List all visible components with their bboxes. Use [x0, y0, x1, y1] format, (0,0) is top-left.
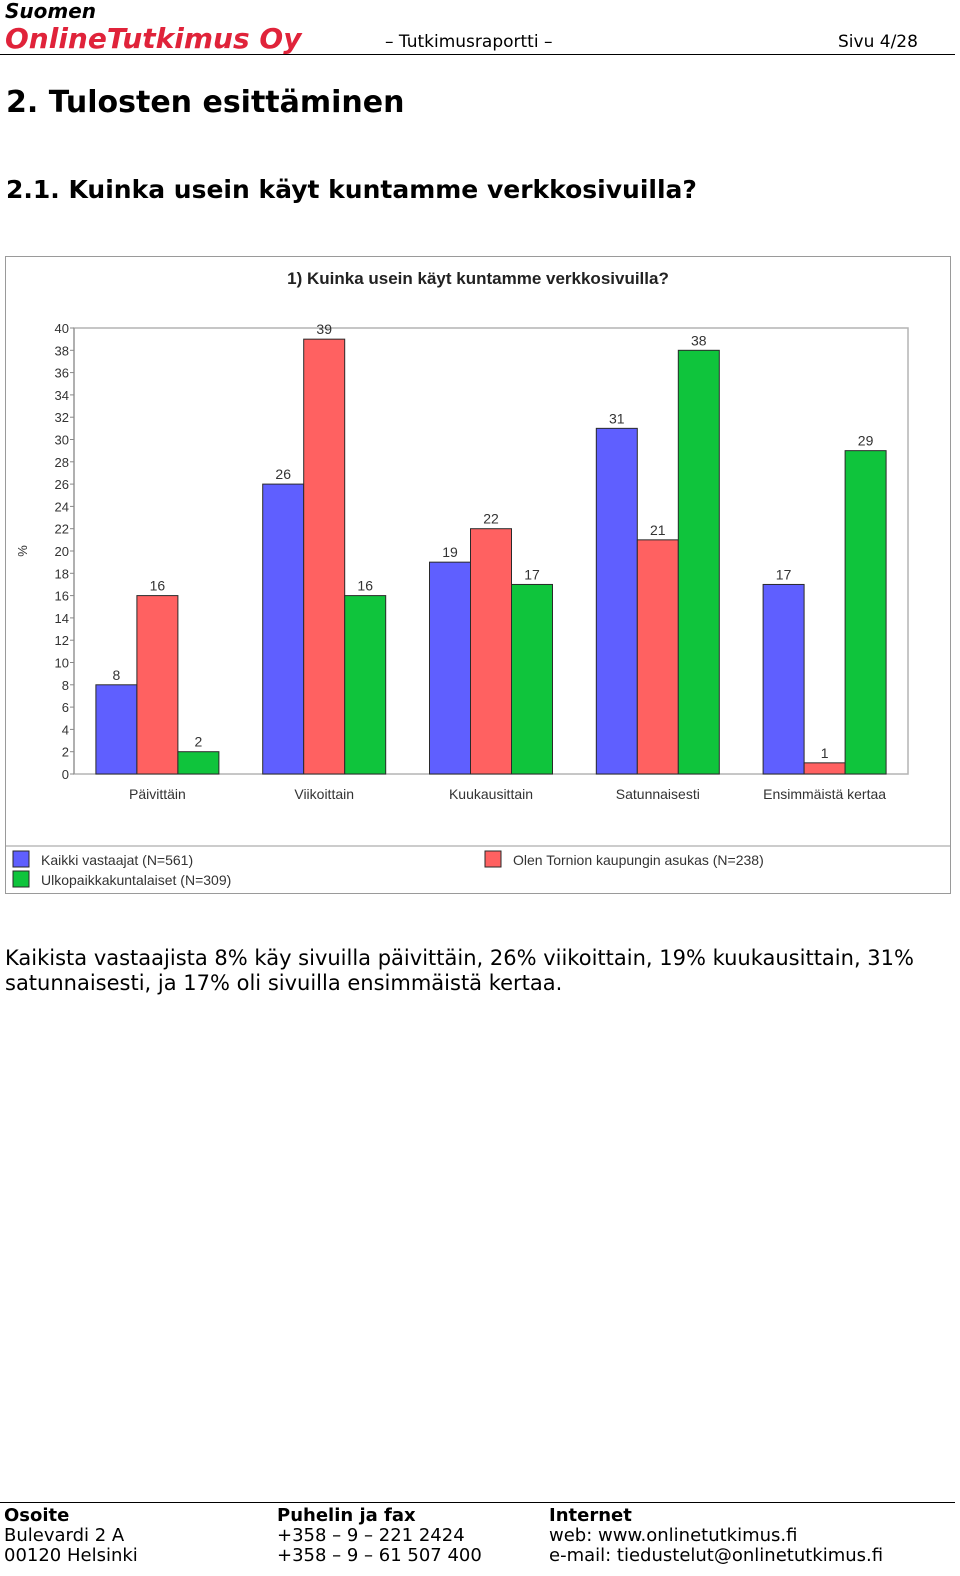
footer-address-heading: Osoite [4, 1505, 70, 1526]
bar-value-label: 16 [357, 578, 373, 594]
page-number: Sivu 4/28 [838, 32, 918, 52]
bar-3-5 [844, 450, 887, 775]
y-tick-label: 8 [62, 678, 69, 693]
bar-1-2 [262, 483, 305, 775]
y-tick-label: 2 [62, 745, 69, 760]
bar-2-4 [636, 539, 679, 775]
y-tick-label: 12 [55, 633, 69, 648]
bar-1-4 [595, 427, 638, 775]
x-category-label: Viikoittain [294, 786, 354, 802]
footer-phone-line1: +358 – 9 – 221 2424 [277, 1525, 465, 1546]
subsection-title: 2.1. Kuinka usein käyt kuntamme verkkosi… [6, 175, 697, 204]
bar-value-label: 16 [150, 578, 166, 594]
y-tick-label: 18 [55, 566, 69, 581]
y-tick-label: 40 [55, 321, 69, 336]
bar-chart: 1) Kuinka usein käyt kuntamme verkkosivu… [6, 269, 950, 888]
bar-value-label: 17 [524, 566, 540, 582]
bar-value-label: 22 [483, 511, 499, 527]
bar-2-2 [303, 338, 346, 775]
legend-swatch-3 [12, 870, 30, 888]
y-tick-label: 34 [55, 388, 69, 403]
bar-3-4 [677, 349, 720, 775]
bar-value-label: 38 [691, 332, 707, 348]
x-category-label: Kuukausittain [449, 786, 533, 802]
footer-divider [0, 1502, 955, 1503]
footer-internet: Internet web: www.onlinetutkimus.fi e-ma… [549, 1506, 883, 1566]
bar-value-label: 8 [113, 667, 121, 683]
x-category-label: Ensimmäistä kertaa [763, 786, 886, 802]
bar-3-1 [177, 751, 220, 775]
chart-frame: 1) Kuinka usein käyt kuntamme verkkosivu… [5, 256, 951, 894]
chart-title: 1) Kuinka usein käyt kuntamme verkkosivu… [287, 269, 669, 288]
footer-phone-line2: +358 – 9 – 61 507 400 [277, 1545, 482, 1566]
bar-1-5 [762, 583, 805, 775]
bar-1-3 [429, 561, 471, 775]
y-tick-label: 38 [55, 343, 69, 358]
bar-2-3 [470, 528, 512, 775]
footer-address-line1: Bulevardi 2 A [4, 1525, 125, 1546]
bar-value-label: 29 [858, 433, 874, 449]
y-tick-label: 16 [55, 589, 69, 604]
company-name-line1: Suomen [5, 0, 97, 23]
y-tick-label: 30 [55, 433, 69, 448]
legend-label-3: Ulkopaikkakuntalaiset (N=309) [41, 872, 231, 888]
y-tick-label: 26 [55, 477, 69, 492]
section-title: 2. Tulosten esittäminen [6, 85, 405, 120]
bar-3-2 [344, 595, 387, 775]
legend-label-2: Olen Tornion kaupungin asukas (N=238) [513, 852, 764, 868]
y-tick-label: 6 [62, 700, 69, 715]
header-divider [0, 54, 955, 55]
y-tick-label: 10 [55, 656, 69, 671]
document-type: – Tutkimusraportti – [385, 32, 553, 52]
x-category-label: Päivittäin [129, 786, 186, 802]
y-tick-label: 14 [55, 611, 69, 626]
y-tick-label: 22 [55, 522, 69, 537]
bar-value-label: 19 [442, 544, 458, 560]
bar-3-3 [511, 583, 553, 775]
bar-value-label: 1 [821, 745, 829, 761]
bar-value-label: 17 [776, 566, 792, 582]
x-category-label: Satunnaisesti [616, 786, 700, 802]
y-tick-label: 24 [55, 499, 69, 514]
bar-value-label: 26 [275, 466, 291, 482]
footer-address: Osoite Bulevardi 2 A 00120 Helsinki [4, 1506, 138, 1566]
y-axis-label: % [15, 545, 30, 557]
summary-paragraph: Kaikista vastaajista 8% käy sivuilla päi… [5, 946, 914, 995]
footer-web: web: www.onlinetutkimus.fi [549, 1525, 798, 1546]
bar-value-label: 31 [609, 410, 625, 426]
bar-2-5 [803, 762, 846, 775]
footer-address-line2: 00120 Helsinki [4, 1545, 138, 1566]
y-tick-label: 28 [55, 455, 69, 470]
y-tick-label: 36 [55, 366, 69, 381]
bar-value-label: 2 [195, 734, 203, 750]
legend-label-1: Kaikki vastaajat (N=561) [41, 852, 193, 868]
y-tick-label: 32 [55, 410, 69, 425]
footer-phone-heading: Puhelin ja fax [277, 1505, 416, 1526]
y-tick-label: 4 [62, 722, 69, 737]
footer-email: e-mail: tiedustelut@onlinetutkimus.fi [549, 1545, 884, 1566]
bar-2-1 [136, 595, 179, 775]
bar-value-label: 39 [316, 321, 332, 337]
y-tick-label: 20 [55, 544, 69, 559]
company-name-line2: OnlineTutkimus Oy [5, 22, 302, 55]
y-tick-label: 0 [62, 767, 69, 782]
legend-swatch-1 [12, 850, 30, 868]
bar-1-1 [95, 684, 138, 775]
bar-value-label: 21 [650, 522, 666, 538]
footer-phone: Puhelin ja fax +358 – 9 – 221 2424 +358 … [277, 1506, 482, 1566]
legend-swatch-2 [484, 850, 502, 868]
footer-internet-heading: Internet [549, 1505, 632, 1526]
